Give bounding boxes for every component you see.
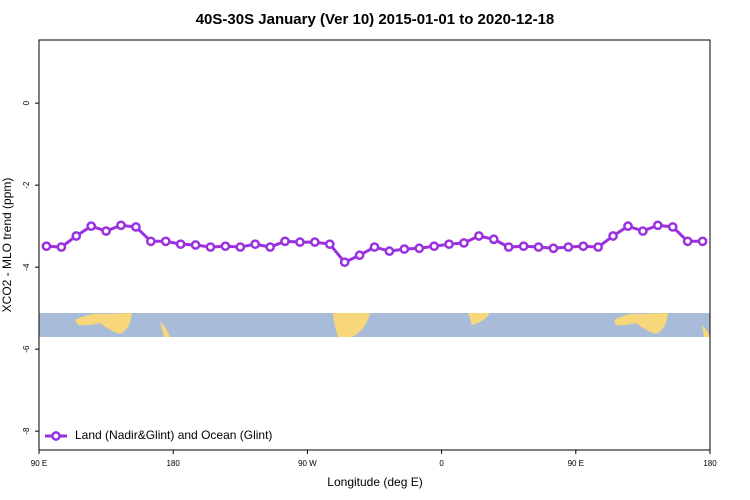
data-point xyxy=(638,226,648,236)
data-point xyxy=(86,221,97,231)
x-axis-label: Longitude (deg E) xyxy=(327,475,422,489)
y-axis-label: XCO2 - MLO trend (ppm) xyxy=(0,178,14,313)
data-point xyxy=(548,243,559,254)
map-strip xyxy=(39,313,710,337)
data-point xyxy=(384,246,395,256)
data-point xyxy=(652,220,663,231)
legend-label: Land (Nadir&Glint) and Ocean (Glint) xyxy=(75,428,272,442)
x-tick-label: 90 E xyxy=(31,459,47,468)
data-point xyxy=(205,242,216,252)
data-point xyxy=(235,242,246,252)
data-point xyxy=(533,242,544,252)
data-point xyxy=(354,250,365,261)
data-point xyxy=(474,231,484,241)
x-tick-label: 180 xyxy=(703,459,717,468)
y-tick-label: -8 xyxy=(22,427,31,435)
data-point xyxy=(488,234,499,245)
data-point xyxy=(250,239,261,250)
data-point xyxy=(145,236,156,247)
data-point xyxy=(563,242,574,252)
data-point xyxy=(518,241,529,252)
data-point xyxy=(71,231,82,241)
data-point xyxy=(310,237,320,247)
x-tick-label: 90 W xyxy=(298,459,317,468)
x-tick-label: 180 xyxy=(167,459,181,468)
data-point xyxy=(593,242,604,252)
data-point xyxy=(339,257,350,268)
data-point xyxy=(265,242,275,252)
data-point xyxy=(399,244,410,254)
data-point xyxy=(116,220,126,231)
data-point xyxy=(578,241,589,252)
y-tick-label: -4 xyxy=(22,263,31,271)
data-point xyxy=(101,226,111,236)
data-point xyxy=(280,236,290,247)
y-tick-label: 0 xyxy=(22,100,31,105)
data-point xyxy=(324,239,335,250)
data-point xyxy=(41,241,52,252)
y-tick-label: -2 xyxy=(22,181,31,189)
data-point xyxy=(503,242,514,252)
data-point xyxy=(414,243,425,254)
plot-frame xyxy=(38,39,711,451)
legend-marker xyxy=(51,431,61,441)
data-point xyxy=(697,236,708,247)
chart-title: 40S-30S January (Ver 10) 2015-01-01 to 2… xyxy=(196,11,555,28)
data-point xyxy=(131,222,141,232)
data-point xyxy=(56,242,67,252)
data-point xyxy=(444,239,454,250)
data-point xyxy=(160,236,171,247)
data-point xyxy=(682,236,693,247)
data-point xyxy=(459,238,469,248)
data-point xyxy=(190,240,201,250)
data-point xyxy=(623,221,633,231)
x-tick-label: 0 xyxy=(439,459,444,468)
data-point xyxy=(667,222,678,232)
data-point xyxy=(220,241,231,252)
data-point xyxy=(369,242,380,252)
data-point xyxy=(608,231,618,241)
data-point xyxy=(429,241,439,252)
x-tick-label: 90 E xyxy=(568,459,584,468)
data-point xyxy=(175,239,186,250)
y-tick-label: -6 xyxy=(22,345,31,353)
data-point xyxy=(295,237,305,247)
